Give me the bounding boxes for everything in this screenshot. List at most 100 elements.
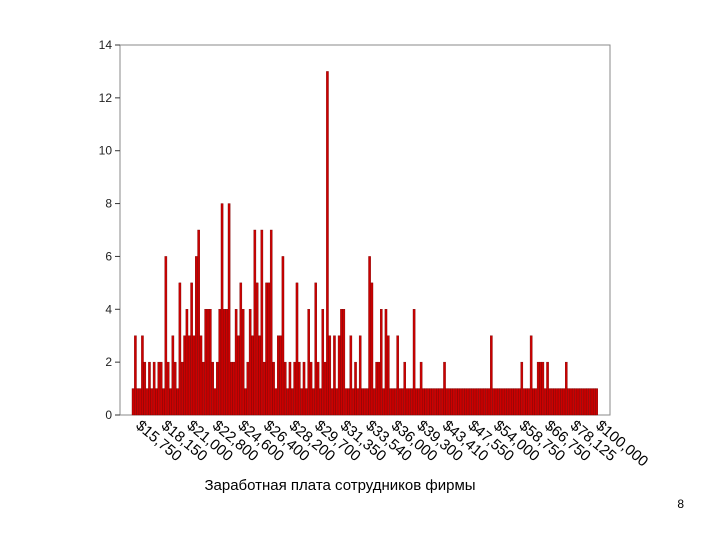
bar [412,309,416,416]
bar [279,335,282,416]
bar [487,388,491,416]
bar [314,282,317,416]
bar [180,361,184,416]
bar [138,388,142,416]
bar [227,203,231,416]
bar [454,388,458,416]
bar [176,388,179,416]
bar [464,388,467,416]
bar [572,388,575,416]
bar [410,388,414,416]
bar [335,388,339,416]
bar [206,309,210,416]
bar [476,388,479,416]
bar [513,388,517,416]
bar [473,388,477,416]
bar [321,309,325,416]
bar [499,388,502,416]
bar [190,282,193,416]
x-axis: $15,750$18,150$21,000$22,800$24,600$26,4… [132,417,651,470]
y-tick-label: 0 [105,408,112,422]
bar [150,388,154,416]
bar [574,388,577,416]
bar [173,361,177,416]
bar [586,388,589,416]
bar [218,309,221,416]
bar [225,309,229,416]
bar [419,361,423,416]
bar [440,388,444,416]
bar [422,388,425,416]
bar [396,335,399,416]
bar [220,203,224,416]
bar [286,388,289,416]
bar [302,361,306,416]
bar [276,335,280,416]
bar [461,388,465,416]
bar [178,282,182,416]
bar [398,388,402,416]
bar [211,361,214,416]
bar [375,361,378,416]
bar [539,361,542,416]
bar [501,388,505,416]
bar [269,229,273,416]
bar [536,361,540,416]
bars-group [131,71,598,416]
bar [316,361,320,416]
bar [508,388,512,416]
bar [258,335,261,416]
bar [342,309,346,416]
bar [415,388,418,416]
bar [288,361,292,416]
bar [145,388,149,416]
bar [166,361,170,416]
x-axis-title: Заработная плата сотрудников фирмы [204,477,476,494]
bar [169,388,172,416]
bar [520,361,524,416]
bar [209,309,212,416]
bar [356,388,360,416]
bar [255,282,259,416]
bar [387,335,390,416]
bar [340,309,343,416]
bar [480,388,484,416]
bar [281,256,285,416]
bar [216,361,219,416]
bar [187,335,191,416]
bar [267,282,271,416]
bar [262,361,266,416]
bar [192,335,196,416]
bar [457,388,460,416]
bar [157,361,161,416]
page-number: 8 [677,497,684,511]
bar [581,388,584,416]
bar [274,388,278,416]
bar [307,309,310,416]
bar [384,309,388,416]
bar [363,388,367,416]
bar [351,388,355,416]
y-axis: 0 2 4 6 8 10 12 14 [99,38,120,422]
bar [518,388,521,416]
bar [368,256,371,416]
bar [459,388,463,416]
bar [162,388,165,416]
bar [466,388,470,416]
bar [506,388,510,416]
bar [253,229,257,416]
bar [159,361,163,416]
bar [485,388,488,416]
bar [234,309,238,416]
bar [429,388,432,416]
bar [230,361,233,416]
bar [471,388,474,416]
bar [433,388,437,416]
bar [291,388,294,416]
bar [295,282,299,416]
y-tick-label: 2 [105,355,112,369]
bar [298,361,301,416]
bar [557,388,561,416]
bar [323,361,327,416]
bar [417,388,421,416]
